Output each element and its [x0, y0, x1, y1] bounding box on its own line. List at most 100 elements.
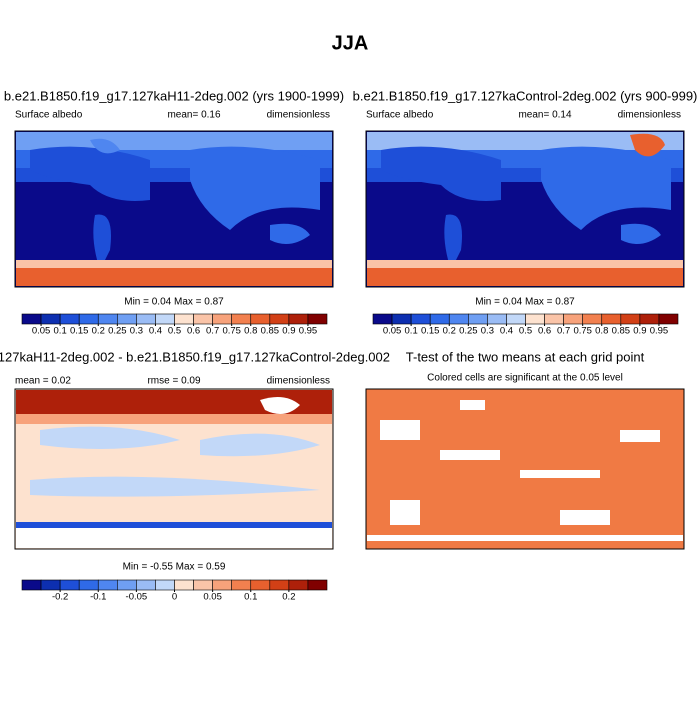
colorbar-box — [269, 313, 290, 325]
colorbar-label: 0.15 — [70, 326, 89, 337]
colorbar-box — [212, 313, 232, 325]
colorbar-label: 0 — [172, 592, 177, 603]
colorbar-label: 0.95 — [650, 326, 669, 337]
colorbar-box — [117, 313, 137, 325]
figure-title: JJA — [332, 32, 369, 54]
colorbar-box — [59, 579, 80, 591]
colorbar-label: 0.15 — [421, 326, 440, 337]
colorbar-box — [193, 579, 213, 591]
colorbar-label: 0.1 — [405, 326, 418, 337]
colorbar-box — [506, 313, 526, 325]
colorbar-box — [155, 313, 175, 325]
colorbar-label: -0.1 — [90, 592, 106, 603]
colorbar-box — [487, 313, 507, 325]
colorbar-label: 0.2 — [282, 592, 295, 603]
panel-label: rmse = 0.09 — [147, 376, 201, 387]
panel-title: b.e21.B1850.f19_g17.127kaControl-2deg.00… — [353, 88, 698, 103]
colorbar-box — [155, 579, 175, 591]
panel-subtitle: Colored cells are significant at the 0.0… — [427, 373, 623, 384]
colorbar-box — [448, 313, 469, 325]
colorbar-box — [639, 313, 660, 325]
colorbar-label: 0.75 — [573, 326, 592, 337]
colorbar-box — [136, 579, 156, 591]
colorbar-box — [391, 313, 412, 325]
colorbar-box — [544, 313, 564, 325]
colorbar-box — [174, 579, 194, 591]
colorbar-box — [288, 579, 309, 591]
colorbar-label: 0.05 — [383, 326, 402, 337]
panel-title: T-test of the two means at each grid poi… — [406, 349, 645, 364]
colorbar-box — [601, 313, 622, 325]
colorbar-box — [21, 579, 42, 591]
colorbar-label: 0.4 — [149, 326, 162, 337]
colorbar-box — [21, 313, 42, 325]
colorbar-box — [582, 313, 603, 325]
colorbar-box — [429, 313, 450, 325]
colorbar-box — [40, 313, 61, 325]
colorbar-label: 0.25 — [108, 326, 127, 337]
panel-label: dimensionless — [618, 110, 681, 121]
panel-label: mean = 0.02 — [15, 376, 71, 387]
colorbar-box — [620, 313, 641, 325]
colorbar-label: 0.05 — [32, 326, 51, 337]
colorbar-box — [78, 579, 99, 591]
colorbar-box — [40, 579, 61, 591]
colorbar-label: 0.2 — [92, 326, 105, 337]
colorbar-label: 0.1 — [244, 592, 257, 603]
colorbar-label: -0.2 — [52, 592, 68, 603]
colorbar-label: 0.9 — [633, 326, 646, 337]
colorbar-box — [269, 579, 290, 591]
colorbar-box — [174, 313, 194, 325]
colorbar-label: 0.75 — [222, 326, 241, 337]
panel-label: mean= 0.14 — [518, 110, 572, 121]
colorbar-label: 0.1 — [54, 326, 67, 337]
colorbar-box — [193, 313, 213, 325]
min-max: Min = 0.04 Max = 0.87 — [124, 297, 224, 308]
colorbar-label: 0.85 — [261, 326, 280, 337]
colorbar-box — [97, 579, 118, 591]
colorbar-box — [658, 313, 679, 325]
map — [365, 388, 685, 550]
colorbar-label: 0.3 — [130, 326, 143, 337]
colorbar-label: 0.8 — [595, 326, 608, 337]
colorbar-box — [250, 579, 271, 591]
colorbar-box — [410, 313, 431, 325]
min-max: Min = 0.04 Max = 0.87 — [475, 297, 575, 308]
colorbar-label: 0.6 — [187, 326, 200, 337]
colorbar-label: 0.8 — [244, 326, 257, 337]
map — [365, 130, 685, 288]
colorbar-box — [231, 579, 252, 591]
colorbar-box — [59, 313, 80, 325]
panel-label: dimensionless — [267, 376, 330, 387]
colorbar-box — [288, 313, 309, 325]
panel-title: b.e21.B1850.f19_g17.127kaH11-2deg.002 (y… — [4, 88, 344, 103]
panel-title: 9_g17.127kaH11-2deg.002 - b.e21.B1850.f1… — [0, 349, 390, 364]
colorbar-box — [307, 579, 328, 591]
colorbar-label: 0.4 — [500, 326, 513, 337]
map — [14, 130, 334, 288]
colorbar-box — [212, 579, 232, 591]
colorbar-label: 0.7 — [557, 326, 570, 337]
colorbar-box — [307, 313, 328, 325]
panel-label: Surface albedo — [366, 110, 434, 121]
colorbar-box — [231, 313, 252, 325]
colorbar-label: 0.85 — [612, 326, 631, 337]
colorbar-box — [563, 313, 583, 325]
colorbar-box — [372, 313, 393, 325]
colorbar-label: 0.5 — [519, 326, 532, 337]
panel-label: dimensionless — [267, 110, 330, 121]
colorbar-label: 0.9 — [282, 326, 295, 337]
panel-label: mean= 0.16 — [167, 110, 221, 121]
colorbar-box — [525, 313, 545, 325]
colorbar-label: 0.7 — [206, 326, 219, 337]
colorbar-label: 0.2 — [443, 326, 456, 337]
panel-label: Surface albedo — [15, 110, 83, 121]
colorbar-box — [468, 313, 488, 325]
colorbar-label: 0.25 — [459, 326, 478, 337]
min-max: Min = -0.55 Max = 0.59 — [123, 562, 226, 573]
colorbar-box — [117, 579, 137, 591]
colorbar-label: 0.05 — [203, 592, 222, 603]
colorbar-label: -0.05 — [126, 592, 148, 603]
colorbar-box — [78, 313, 99, 325]
